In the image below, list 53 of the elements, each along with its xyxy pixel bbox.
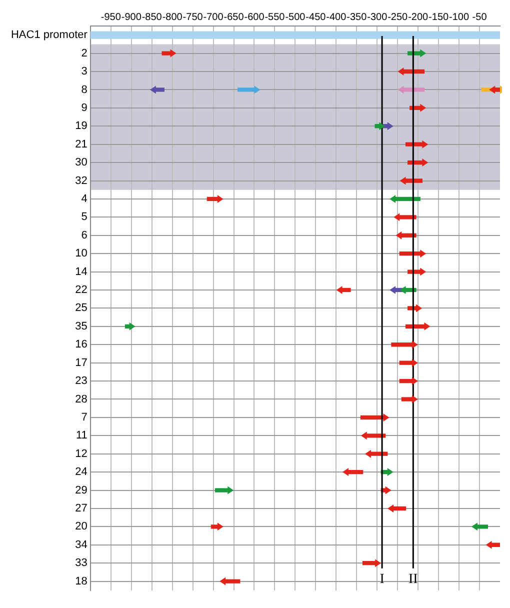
y-tick-label: 20 — [75, 520, 88, 533]
x-tick-label: -350 — [346, 12, 368, 23]
y-tick-label: 35 — [75, 320, 88, 332]
y-tick-label: 16 — [75, 338, 88, 351]
y-tick-label: 30 — [75, 156, 88, 169]
y-tick-label: 33 — [75, 557, 88, 570]
y-tick-label: 34 — [75, 538, 88, 551]
x-tick-label: -850 — [142, 12, 162, 23]
y-tick-label: 24 — [75, 466, 88, 478]
y-tick-label: 9 — [81, 102, 88, 114]
y-tick-label: 27 — [75, 502, 88, 514]
ref-line-label: I — [380, 572, 385, 588]
x-tick-label: -150 — [428, 12, 450, 23]
x-tick-label: -450 — [306, 12, 326, 23]
x-tick-label: -800 — [162, 12, 183, 23]
y-tick-label: 23 — [75, 375, 88, 388]
x-tick-label: -700 — [203, 12, 224, 23]
y-tick-label: 21 — [75, 138, 88, 150]
y-tick-label: 19 — [75, 120, 88, 132]
y-tick-label: 25 — [75, 302, 88, 314]
y-tick-label: 6 — [81, 229, 88, 242]
y-tick-label: 17 — [75, 356, 88, 369]
y-tick-label: 22 — [75, 284, 88, 296]
y-tick-label: 7 — [81, 411, 88, 424]
x-tick-label: -50 — [472, 12, 488, 23]
x-tick-label: -600 — [244, 12, 265, 23]
x-tick-label: -650 — [224, 12, 244, 23]
x-tick-label: -100 — [449, 12, 470, 23]
y-tick-label: 10 — [75, 248, 88, 260]
y-tick-label: 14 — [75, 266, 88, 278]
x-tick-label: -300 — [367, 12, 388, 23]
y-tick-label: 12 — [75, 448, 88, 460]
y-tick-label: 32 — [75, 174, 88, 187]
y-tick-label: 18 — [75, 575, 88, 588]
x-tick-label: -900 — [121, 12, 142, 23]
y-tick-label: 29 — [75, 484, 88, 496]
y-tick-label: 5 — [81, 211, 88, 224]
x-tick-label: -550 — [264, 12, 286, 23]
x-tick-label: -200 — [408, 12, 429, 23]
y-tick-label: 28 — [75, 393, 88, 406]
y-tick-label: 4 — [81, 192, 88, 205]
y-tick-label: 2 — [81, 47, 88, 60]
y-tick-label: 3 — [81, 66, 88, 78]
x-tick-label: -400 — [326, 12, 347, 23]
ref-line-label: II — [408, 572, 418, 588]
x-tick-label: -500 — [285, 12, 306, 23]
x-tick-label: -950 — [100, 12, 122, 23]
y-tick-label: HAC1 promoter — [10, 29, 88, 42]
bar — [90, 31, 500, 39]
y-tick-label: 11 — [76, 430, 88, 442]
x-tick-label: -750 — [182, 12, 204, 23]
y-tick-label: 8 — [81, 84, 88, 96]
x-tick-label: -250 — [388, 12, 408, 23]
